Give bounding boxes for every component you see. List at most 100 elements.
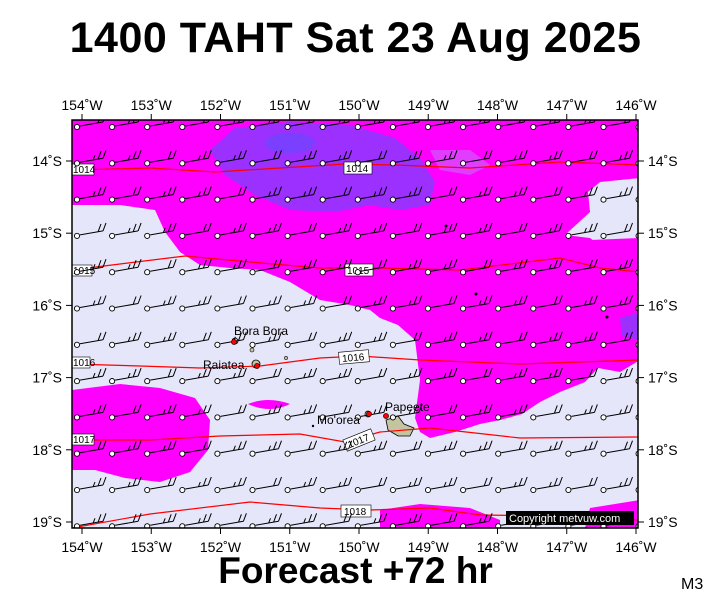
wind-barb xyxy=(109,295,142,312)
wind-barb xyxy=(565,222,598,239)
wind-barb xyxy=(530,120,561,131)
wind-barb xyxy=(495,186,528,203)
wind-barb xyxy=(389,367,423,385)
wind-barb xyxy=(249,440,282,457)
place-labels: Bora Bora Raiatea Mo'orea Papeete xyxy=(203,324,430,427)
wind-barb xyxy=(179,259,212,276)
wind-barb xyxy=(460,222,493,239)
wind-barb xyxy=(460,150,493,167)
wind-barb xyxy=(424,295,458,312)
wind-barb xyxy=(109,367,142,385)
wind-barb xyxy=(319,295,353,312)
wind-barb xyxy=(144,150,177,167)
lon-label-bottom: 149˚W xyxy=(408,539,450,555)
wind-barb xyxy=(319,186,353,203)
lat-label-left: 16˚S xyxy=(32,297,62,313)
rain-region-small xyxy=(248,400,290,409)
wind-barb xyxy=(214,259,247,276)
wind-barb xyxy=(144,513,177,528)
wind-barb xyxy=(600,259,633,276)
wind-barb xyxy=(179,404,212,421)
wind-barb xyxy=(73,367,107,385)
wind-barb xyxy=(424,513,458,528)
wind-barb xyxy=(354,222,388,239)
lat-label-left: 17˚S xyxy=(32,370,62,386)
wind-barb xyxy=(109,404,142,421)
wind-barb xyxy=(284,476,318,494)
wind-barb xyxy=(214,404,247,421)
lon-label-top: 152˚W xyxy=(200,97,242,113)
wind-barb xyxy=(144,259,177,276)
wind-barb xyxy=(179,295,212,312)
wind-barb xyxy=(530,186,563,203)
wind-barb xyxy=(389,513,423,528)
wind-barb xyxy=(424,331,458,348)
lat-label-right: 18˚S xyxy=(648,442,678,458)
isobar-label-1015-west: 1015 xyxy=(73,266,96,277)
isobar-1016 xyxy=(72,355,638,369)
wind-barb xyxy=(249,150,282,167)
lon-label-top: 146˚W xyxy=(615,97,657,113)
wind-barb xyxy=(144,367,177,385)
wind-barb xyxy=(109,259,142,276)
wind-barb xyxy=(179,440,212,457)
wind-barb xyxy=(389,440,423,457)
wind-barb xyxy=(249,476,282,494)
wind-barb xyxy=(565,186,598,203)
wind-barb xyxy=(460,120,491,131)
wind-barb xyxy=(389,186,423,203)
lon-label-bottom: 147˚W xyxy=(546,539,588,555)
wind-barb xyxy=(179,331,212,348)
wind-barb xyxy=(73,186,107,203)
wind-barb xyxy=(73,331,107,348)
wind-barb xyxy=(179,150,212,167)
isobar-label-1016: 1016 xyxy=(342,352,366,365)
wind-barb xyxy=(319,150,353,167)
wind-barb xyxy=(144,222,177,239)
wind-barb xyxy=(144,186,177,203)
wind-barb xyxy=(214,186,247,203)
rain-region-purple-east xyxy=(620,312,638,340)
lat-label-left: 14˚S xyxy=(32,153,62,169)
label-raiatea: Raiatea xyxy=(203,358,245,372)
wind-barb xyxy=(144,476,177,494)
wind-barb xyxy=(319,513,353,528)
wind-barb xyxy=(109,476,142,494)
wind-barb xyxy=(424,367,458,385)
wind-barb xyxy=(354,476,388,494)
rain-region-light xyxy=(430,150,490,175)
wind-barb xyxy=(109,331,142,348)
wind-barb xyxy=(389,259,423,276)
wind-barb xyxy=(460,186,493,203)
wind-barb xyxy=(530,331,563,348)
lat-label-left: 15˚S xyxy=(32,225,62,241)
wind-barb xyxy=(319,367,353,385)
wind-barb xyxy=(179,222,212,239)
wind-barb xyxy=(565,476,598,494)
wind-barb xyxy=(73,295,107,312)
wind-barb xyxy=(530,150,563,167)
wind-barb xyxy=(424,120,456,131)
wind-barb xyxy=(109,440,142,457)
wind-barb xyxy=(495,222,528,239)
wind-barb xyxy=(600,404,633,421)
lon-label-bottom: 153˚W xyxy=(131,539,173,555)
wind-barb xyxy=(600,440,633,457)
map-code: M3 xyxy=(681,576,704,593)
lon-label-top: 151˚W xyxy=(269,97,311,113)
wind-barb xyxy=(284,367,318,385)
wind-barb xyxy=(495,150,528,167)
wind-barb xyxy=(284,440,318,457)
wind-barb xyxy=(73,476,107,494)
map-frame xyxy=(71,119,639,529)
lon-label-bottom: 148˚W xyxy=(477,539,519,555)
lat-label-left: 19˚S xyxy=(32,514,62,530)
wind-barb xyxy=(284,513,318,528)
wind-barb xyxy=(565,440,598,457)
wind-barb xyxy=(354,513,388,528)
wind-barb xyxy=(354,150,388,167)
wind-barb xyxy=(73,440,107,457)
wind-barb xyxy=(635,414,638,421)
wind-barb xyxy=(460,367,493,385)
